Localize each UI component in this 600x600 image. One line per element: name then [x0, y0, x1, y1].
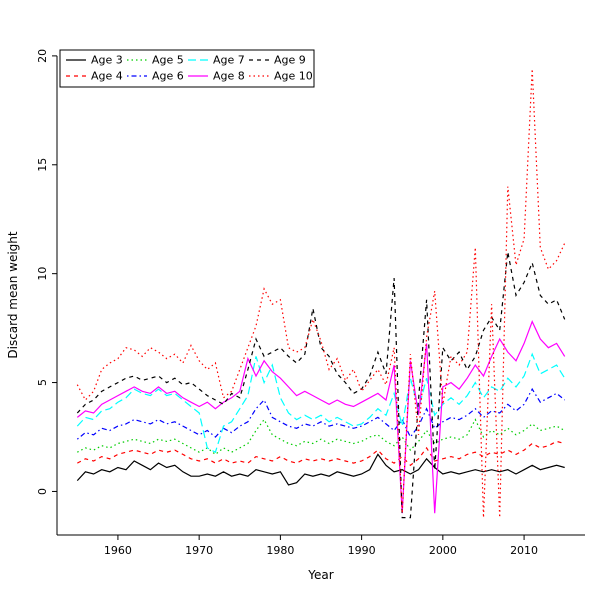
legend-label-age-3: Age 3: [91, 54, 123, 67]
x-tick-label: 1980: [266, 544, 294, 557]
legend-label-age-5: Age 5: [152, 54, 184, 67]
x-axis-title: Year: [308, 568, 334, 582]
legend-label-age-10: Age 10: [274, 70, 313, 83]
x-tick-label: 1970: [185, 544, 213, 557]
legend-label-age-9: Age 9: [274, 54, 306, 67]
y-tick-label: 20: [36, 49, 49, 63]
y-axis-title: Discard mean weight: [6, 231, 20, 359]
y-tick-label: 5: [36, 379, 49, 386]
x-tick-label: 1960: [104, 544, 132, 557]
series-line-age-8: [76, 320, 566, 514]
series-line-age-7: [76, 352, 566, 454]
x-tick-label: 1990: [348, 544, 376, 557]
legend-label-age-7: Age 7: [213, 54, 245, 67]
legend-box: [59, 49, 315, 88]
legend-label-age-6: Age 6: [152, 70, 184, 83]
legend-label-age-8: Age 8: [213, 70, 245, 83]
axes: [52, 55, 585, 540]
series-line-age-4: [77, 440, 565, 467]
legend-label-age-4: Age 4: [91, 70, 123, 83]
series-line-age-6: [76, 387, 566, 440]
x-tick-label: 2000: [429, 544, 457, 557]
series-line-age-9: [76, 251, 566, 519]
y-tick-label: 15: [36, 158, 49, 172]
series-line-age-3: [76, 453, 565, 486]
legend: Age 3 Age 4 Age 5 Age 6 Age 7 Age 8 Age 9 Age 1…: [59, 49, 315, 88]
series-line-age-10: [76, 68, 566, 518]
series-line-age-5: [77, 418, 565, 456]
y-tick-label: 10: [36, 267, 49, 281]
x-tick-label: 2010: [510, 544, 538, 557]
y-tick-label: 0: [36, 488, 49, 495]
